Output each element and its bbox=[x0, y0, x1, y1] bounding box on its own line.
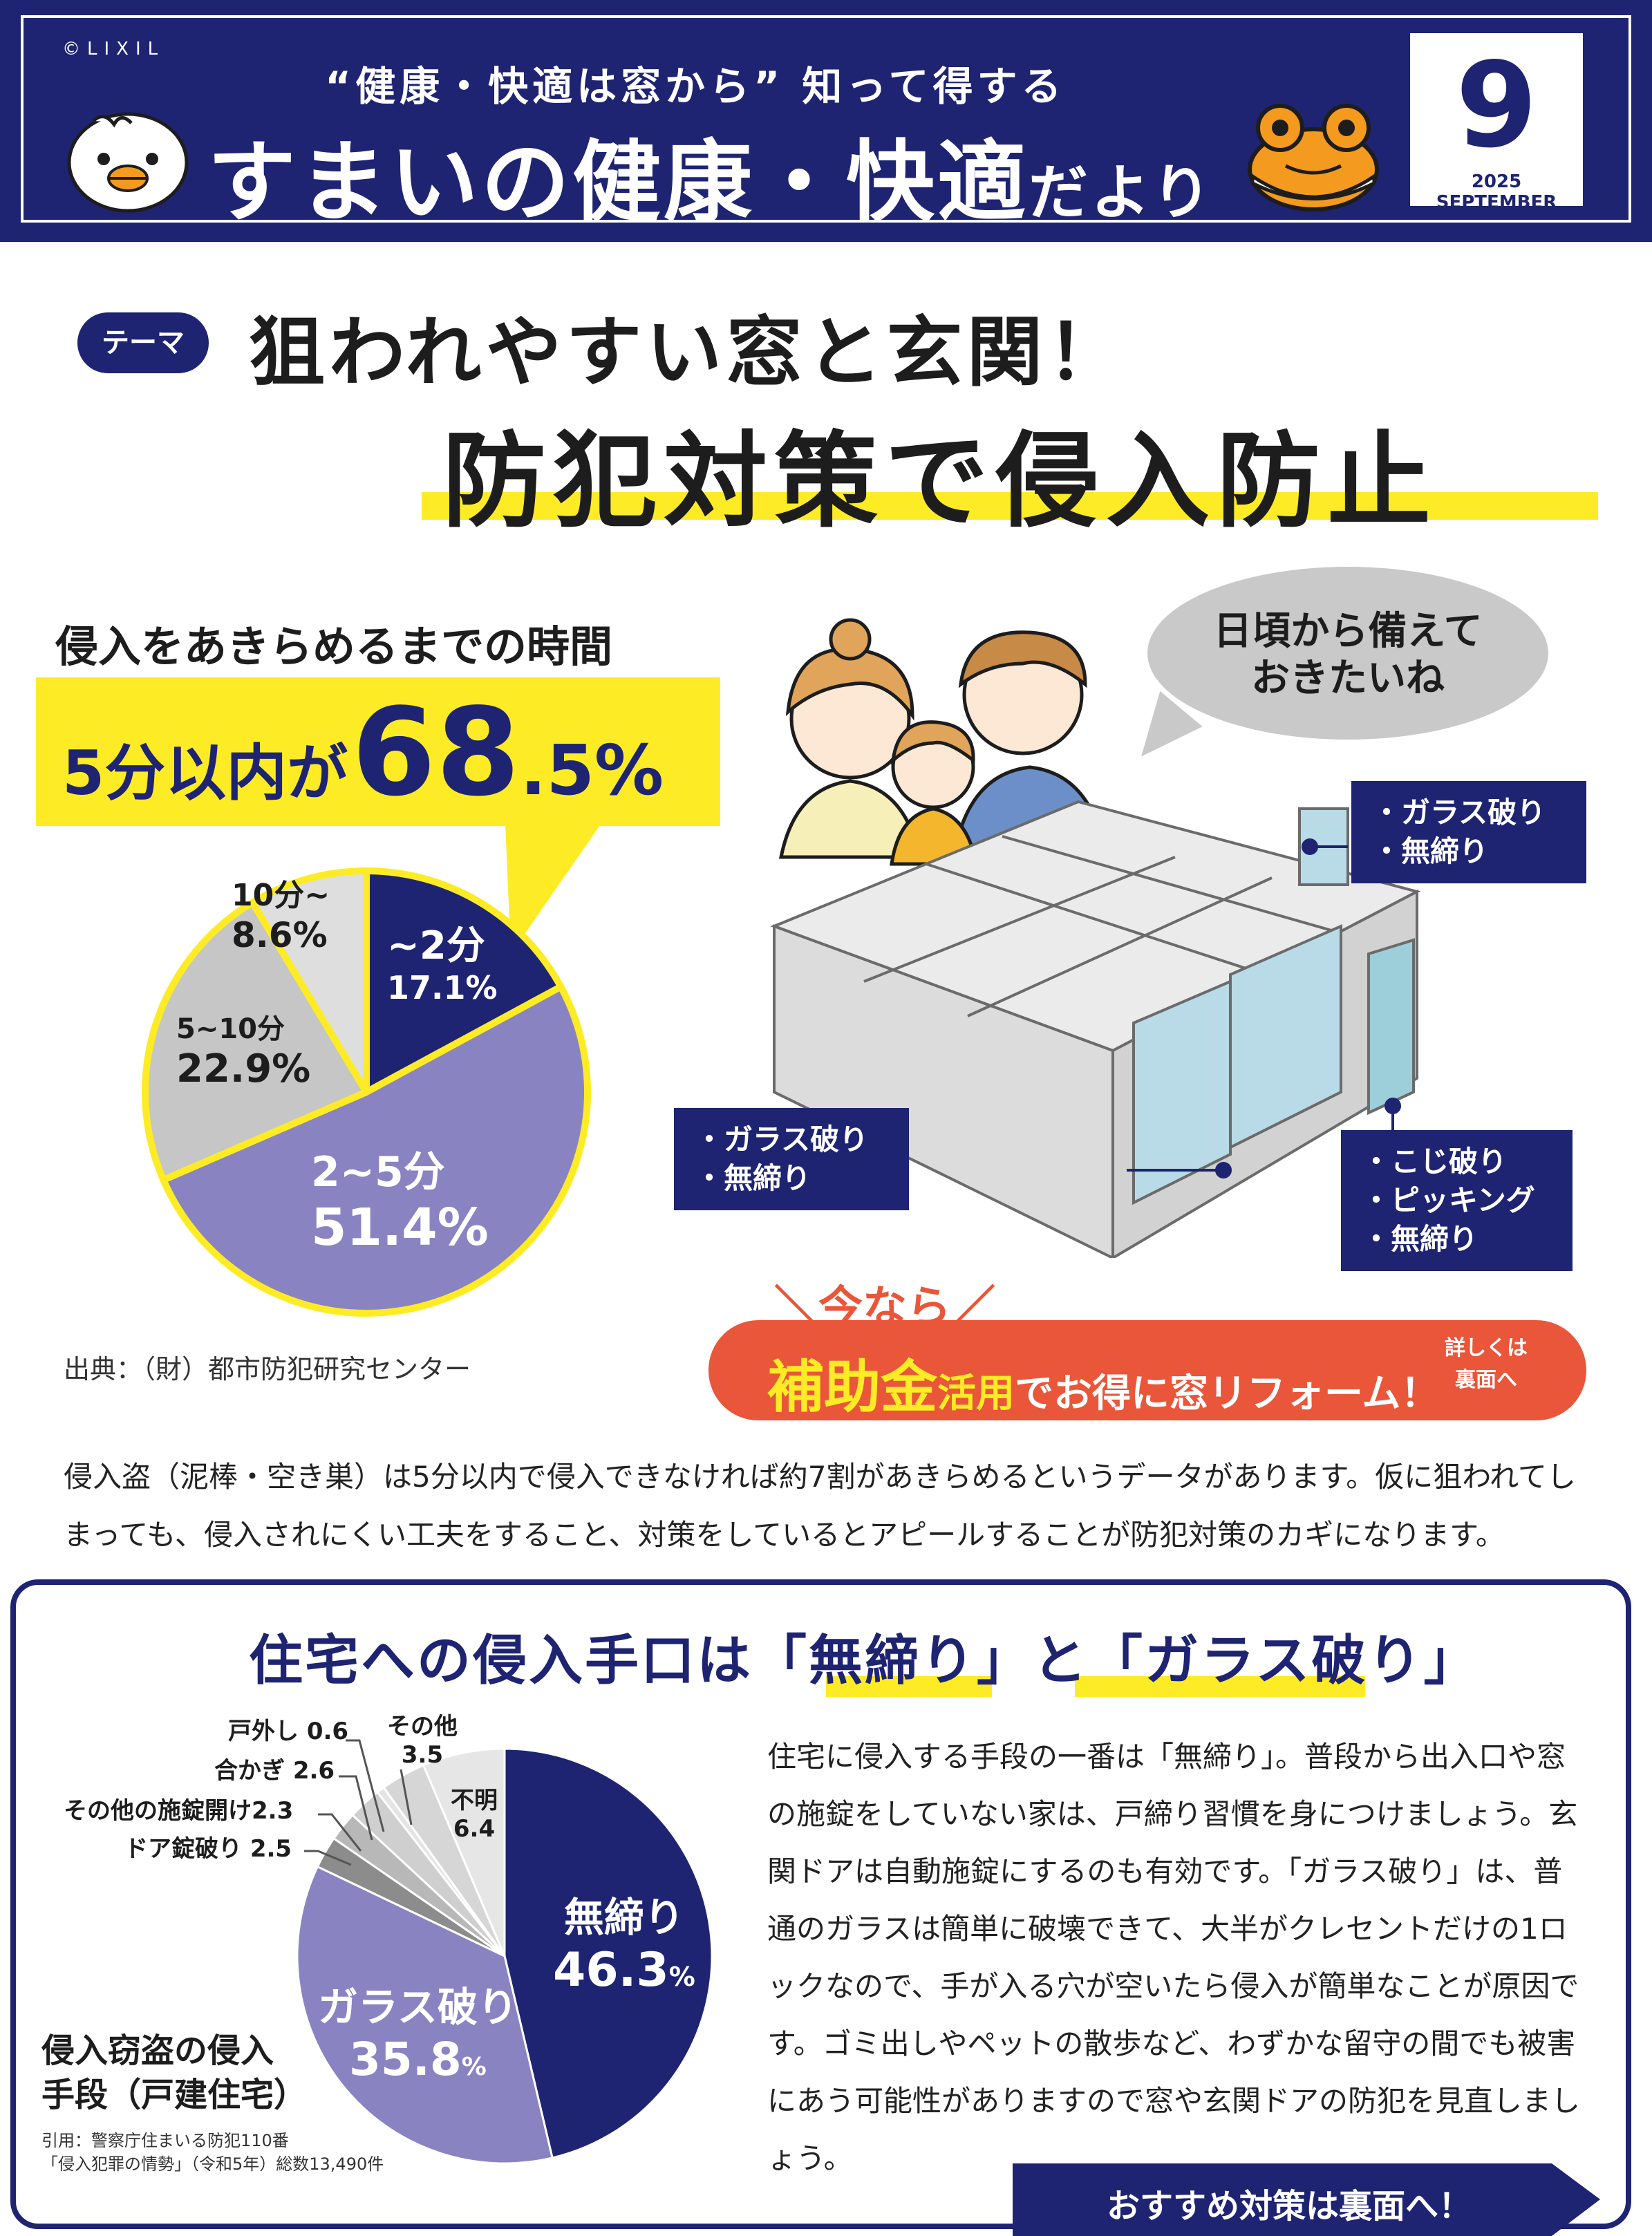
stat-heading: 侵入をあきらめるまでの時間 bbox=[55, 621, 613, 672]
pie1-slice-1 bbox=[160, 983, 591, 1317]
pie1-label-c-value: 22.9% bbox=[176, 1046, 311, 1091]
source-note-2: 引用：警察庁住まいる防犯110番 「侵入犯罪の情勢」（令和5年）総数13,490… bbox=[41, 2131, 384, 2174]
stat-value-pct: % bbox=[594, 730, 664, 811]
header-subtitle: “健康・快適は窓から” 知って得する bbox=[325, 63, 1066, 110]
stat-value-int: 68 bbox=[351, 683, 520, 823]
pie-chart-time bbox=[131, 857, 601, 1327]
pie2-leader-lines bbox=[304, 1739, 413, 1866]
pie1-label-d: 10分~ 8.6% bbox=[232, 878, 330, 956]
header-banner: ©LIXIL “健康・快適は窓から” 知って得する すまいの健康・快適だより 9… bbox=[0, 0, 1652, 242]
pie2-label-door-out: 戸外し 0.6 bbox=[228, 1718, 349, 1745]
theme-line-2: 防犯対策で侵入防止 bbox=[442, 422, 1438, 542]
pie1-slice-0 bbox=[363, 867, 565, 1096]
pie2-glass-pct: % bbox=[461, 2052, 487, 2081]
pie1-label-d-value: 8.6% bbox=[232, 914, 328, 955]
stat-prefix: 5分以内が bbox=[62, 737, 348, 809]
pie1-label-b: 2~5分 51.4% bbox=[311, 1147, 489, 1259]
pie1-label-a-value: 17.1% bbox=[387, 969, 498, 1007]
recommend-banner[interactable] bbox=[1013, 2163, 1552, 2236]
copyright: ©LIXIL bbox=[62, 39, 165, 59]
source-note-1: 出典：（財）都市防犯研究センター bbox=[64, 1354, 471, 1384]
stat-value-dec: .5 bbox=[520, 730, 594, 811]
month-badge: 9 2025 SEPTEMBER bbox=[1410, 33, 1583, 213]
promo-top-text: ＼今なら／ bbox=[774, 1282, 995, 1333]
highlight-glass bbox=[1075, 1676, 1365, 1697]
theme-line-1: 狙われやすい窓と玄関！ bbox=[249, 308, 1127, 397]
pie1-slice-2 bbox=[142, 899, 370, 1184]
pie1-label-b-value: 51.4% bbox=[311, 1198, 489, 1257]
chick-mascot-icon bbox=[67, 112, 189, 213]
callout-door: ・こじ破り ・ピッキング ・無締り bbox=[1341, 1130, 1573, 1271]
pie1-label-c-name: 5~10分 bbox=[176, 1013, 285, 1045]
stat-callout bbox=[36, 677, 720, 826]
frog-mascot-icon bbox=[1248, 104, 1379, 212]
panel-body-text: 住宅に侵入する手段の一番は「無締り」。普段から出入口や窓の施錠をしていない家は、… bbox=[767, 1740, 1581, 2175]
pie2-label-door-lock: ドア錠破り 2.5 bbox=[124, 1835, 292, 1863]
recommend-arrow-icon bbox=[1552, 2163, 1600, 2236]
pie1-label-a-name: ~2分 bbox=[387, 923, 485, 968]
intro-paragraph: 侵入盗（泥棒・空き巣）は5分以内で侵入できなければ約7割があきらめるというデータ… bbox=[64, 1460, 1576, 1552]
pie2-main-value: 46.3 bbox=[553, 1942, 669, 1998]
pie2-slice-1 bbox=[296, 1866, 554, 2165]
header-title-small: だより bbox=[1029, 158, 1214, 227]
recommend-text: おすすめ対策は裏面へ！ bbox=[1106, 2187, 1472, 2226]
pie2-main-name: 無締り bbox=[563, 1894, 684, 1941]
pie2-label-other-lock: その他の施錠開け2.3 bbox=[64, 1797, 294, 1825]
pie1-slice-3 bbox=[249, 867, 370, 1096]
pie2-glass-name: ガラス破り bbox=[318, 1984, 518, 2031]
methods-panel bbox=[10, 1579, 1631, 2229]
highlight-mushimari bbox=[826, 1676, 992, 1697]
pie1-label-a: ~2分 17.1% bbox=[387, 923, 498, 1007]
pie2-label-unknown: 不明 6.4 bbox=[451, 1787, 498, 1843]
promo-main-text: 補助金活用でお得に窓リフォーム！ bbox=[767, 1341, 1439, 1423]
pie2-main-pct: % bbox=[668, 1961, 695, 1992]
pie2-label-glass: ガラス破り 35.8% bbox=[318, 1984, 518, 2087]
pie1-label-d-name: 10分~ bbox=[232, 878, 330, 913]
header-frame bbox=[21, 15, 1631, 223]
promo-mid: 活用 bbox=[937, 1371, 1015, 1416]
pie-chart-time-svg bbox=[142, 867, 591, 1317]
speech-bubble-text: 日頃から備えて おきたいね bbox=[1213, 609, 1483, 701]
pie2-slice-0 bbox=[503, 1747, 713, 2159]
month-number: 9 bbox=[1455, 37, 1538, 174]
pie2-glass-value: 35.8 bbox=[348, 2032, 462, 2086]
header-title-main: すまいの健康・快適 bbox=[207, 131, 1029, 234]
subsidy-promo-banner[interactable] bbox=[708, 1320, 1586, 1420]
month-label: 2025 SEPTEMBER bbox=[1436, 171, 1557, 213]
theme-underline bbox=[422, 492, 1598, 520]
house-family-illustration bbox=[770, 618, 1421, 1258]
stat-value: 5分以内が 68.5% bbox=[62, 691, 664, 816]
header-title: すまいの健康・快適だより bbox=[207, 111, 1214, 238]
callout-window-left: ・ガラス破り ・無締り bbox=[674, 1108, 909, 1210]
pie2-title: 侵入窃盗の侵入 手段（戸建住宅） bbox=[41, 2031, 308, 2114]
pie2-label-dup-key: 合かぎ 2.6 bbox=[214, 1757, 335, 1785]
callout-window-top: ・ガラス破り ・無締り bbox=[1351, 781, 1586, 883]
pie1-label-c: 5~10分 22.9% bbox=[176, 1013, 310, 1092]
house-cutaway bbox=[770, 800, 1421, 1258]
promo-rest: でお得に窓リフォーム！ bbox=[1015, 1371, 1440, 1416]
pie2-slice-7 bbox=[422, 1747, 506, 1957]
theme-pill: テーマ bbox=[77, 312, 209, 373]
pie2-label-main: 無締り 46.3% bbox=[553, 1894, 695, 1998]
pie-chart-methods bbox=[290, 1742, 719, 2170]
pie2-label-other: その他 3.5 bbox=[387, 1713, 458, 1769]
speech-bubble bbox=[1147, 567, 1548, 740]
pie1-label-b-name: 2~5分 bbox=[311, 1148, 445, 1196]
panel-title: 住宅への侵入手口は「無締り」と「ガラス破り」 bbox=[249, 1630, 1480, 1692]
pie-chart-methods-svg bbox=[296, 1747, 713, 2165]
promo-strong: 補助金 bbox=[767, 1355, 938, 1420]
promo-side-text: 詳しくは 裏面へ bbox=[1445, 1336, 1528, 1392]
